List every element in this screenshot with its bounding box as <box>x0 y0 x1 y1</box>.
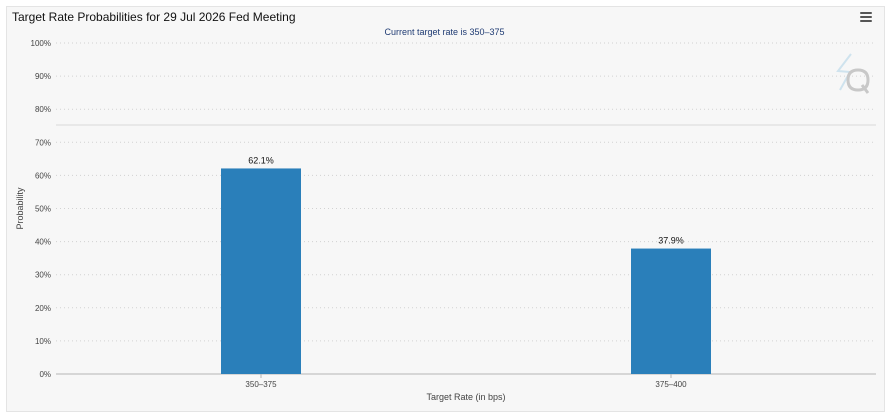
y-axis-title: Probability <box>15 187 25 230</box>
x-axis-title: Target Rate (in bps) <box>426 392 505 402</box>
y-tick-label: 10% <box>35 337 51 346</box>
bars <box>221 168 711 374</box>
bar-data-label: 37.9% <box>658 236 684 246</box>
y-tick-label: 30% <box>35 271 51 280</box>
y-tick-label: 0% <box>39 370 51 379</box>
y-tick-label: 40% <box>35 238 51 247</box>
y-tick-label: 90% <box>35 72 51 81</box>
y-tick-label: 80% <box>35 105 51 114</box>
chart-title: Target Rate Probabilities for 29 Jul 202… <box>12 10 296 24</box>
x-tick-label: 375–400 <box>655 380 687 389</box>
axes: 0% 10% 20% 30% 40% 50% 60% 70% 80% 90% 100% <box>31 39 876 379</box>
q-logo-icon <box>836 53 870 94</box>
y-tick-label: 20% <box>35 304 51 313</box>
labels: 350–375 62.1% 375–400 37.9% Target Rate (in … <box>15 155 687 402</box>
x-tick-label: 350–375 <box>245 380 277 389</box>
y-tick-label: 50% <box>35 205 51 214</box>
y-tick-label: 70% <box>35 138 51 147</box>
bar-data-label: 62.1% <box>248 155 274 165</box>
y-tick-label: 100% <box>31 39 51 48</box>
y-tick-label: 60% <box>35 171 51 180</box>
bar <box>221 168 301 374</box>
grid-lines <box>56 42 876 342</box>
chart-subtitle: Current target rate is 350–375 <box>384 27 505 37</box>
hamburger-menu-icon[interactable] <box>858 10 874 26</box>
bar <box>631 248 711 374</box>
